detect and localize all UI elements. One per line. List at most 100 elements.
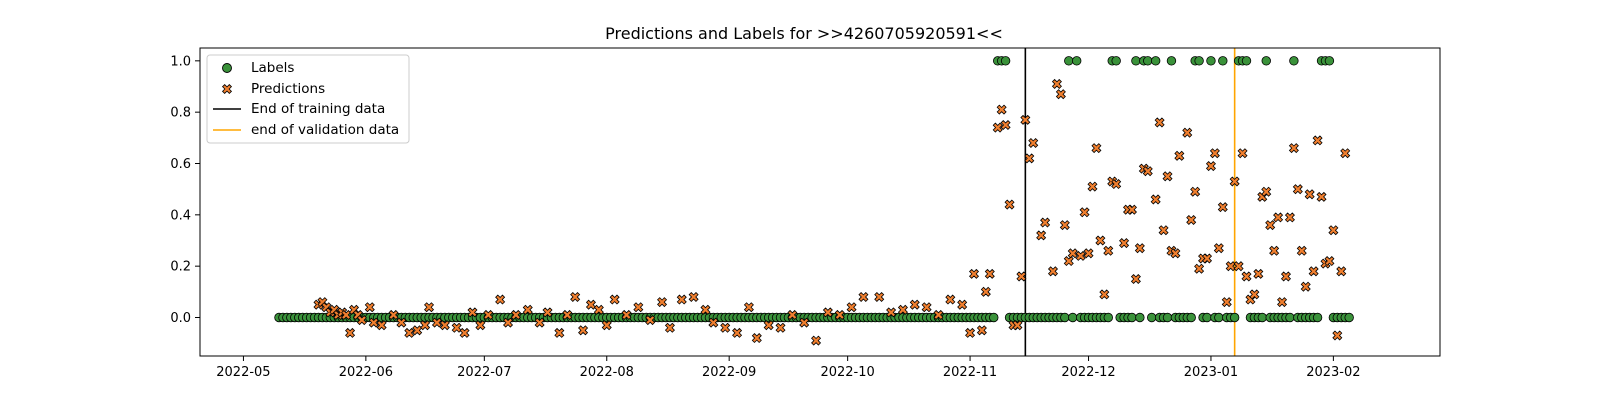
prediction-point (1004, 199, 1015, 210)
prediction-point (1277, 297, 1288, 308)
prediction-point (846, 302, 857, 313)
axes: 2022-05 2022-06 2022-07 2022-08 2022-09 2022-… (170, 54, 1360, 380)
x-tick-label: 2022-05 (216, 365, 270, 380)
prediction-point (503, 317, 514, 328)
label-point (1111, 56, 1121, 66)
prediction-point (1154, 117, 1165, 128)
prediction-point (1059, 220, 1070, 231)
prediction-point (562, 309, 573, 320)
label-point (1344, 312, 1354, 323)
prediction-point (775, 322, 786, 333)
prediction-point (510, 309, 521, 320)
prediction-point (483, 309, 494, 320)
prediction-point (1063, 256, 1074, 267)
y-tick-label: 0.4 (170, 208, 191, 223)
prediction-point (578, 325, 589, 336)
prediction-point (933, 309, 944, 320)
label-point (1312, 312, 1323, 323)
prediction-point (1186, 214, 1197, 225)
label-point (1166, 56, 1177, 66)
prediction-point (1205, 161, 1216, 172)
label-point (1218, 56, 1228, 66)
prediction-point (1292, 184, 1303, 195)
prediction-point (1087, 181, 1098, 192)
prediction-point (1182, 127, 1193, 138)
x-tick-label: 2022-12 (1061, 365, 1115, 380)
prediction-point (732, 327, 743, 338)
prediction-point (822, 307, 833, 318)
prediction-point (1158, 225, 1169, 236)
prediction-point (356, 315, 367, 326)
prediction-point (886, 307, 897, 318)
prediction-point (858, 291, 869, 302)
prediction-point (1150, 194, 1161, 205)
label-point (1103, 312, 1113, 323)
prediction-point (388, 309, 399, 320)
prediction-point (1213, 243, 1224, 254)
prediction-point (1103, 245, 1114, 256)
prediction-point (1142, 166, 1153, 177)
label-point (1229, 312, 1240, 323)
prediction-point (585, 299, 596, 310)
prediction-point (1269, 245, 1280, 256)
legend-labels-marker (222, 63, 232, 73)
label-point (1135, 312, 1145, 323)
x-tick-label: 2022-08 (580, 365, 634, 380)
y-tick-label: 0.2 (170, 260, 191, 275)
x-tick-label: 2022-07 (457, 365, 511, 380)
label-point (1194, 56, 1204, 66)
prediction-point (834, 309, 845, 320)
prediction-point (1024, 153, 1035, 164)
prediction-point (542, 307, 553, 318)
prediction-point (968, 268, 980, 279)
label-point (989, 312, 999, 323)
prediction-point (645, 315, 656, 326)
label-point (1261, 56, 1271, 66)
prediction-point (1300, 281, 1311, 292)
label-point (1289, 56, 1299, 66)
legend-validation-text: end of validation data (251, 122, 399, 138)
prediction-point (1265, 220, 1276, 231)
x-tick-label: 2022-10 (820, 365, 874, 380)
prediction-point (1316, 191, 1327, 202)
prediction-point (1340, 148, 1351, 159)
label-point (1147, 312, 1157, 323)
prediction-point (467, 307, 478, 318)
prediction-point (957, 299, 968, 310)
prediction-point (980, 286, 991, 297)
prediction-point (1051, 78, 1062, 89)
x-tick-label: 2023-01 (1184, 365, 1238, 380)
prediction-point (1296, 245, 1307, 256)
prediction-point (1091, 143, 1102, 154)
prediction-point (1190, 186, 1201, 197)
prediction-point (1111, 179, 1122, 190)
prediction-point (601, 320, 612, 331)
x-tick-label: 2022-06 (339, 365, 393, 380)
prediction-point (1253, 268, 1264, 279)
label-point (1324, 56, 1335, 66)
plot-frame (199, 47, 1441, 357)
prediction-point (621, 309, 632, 320)
prediction-point (1288, 143, 1299, 154)
prediction-point (1095, 235, 1106, 246)
label-point (1071, 56, 1082, 66)
prediction-point (1040, 217, 1051, 228)
legend-predictions-text: Predictions (251, 81, 325, 97)
prediction-point (976, 325, 987, 336)
prediction-point (420, 320, 431, 331)
y-tick-label: 1.0 (170, 54, 191, 69)
prediction-point (676, 294, 687, 305)
prediction-point (664, 322, 675, 333)
prediction-point (1261, 186, 1272, 197)
prediction-point (751, 333, 762, 344)
y-tick-label: 0.0 (170, 311, 191, 326)
prediction-point (763, 320, 774, 331)
label-point (1285, 312, 1295, 323)
prediction-point (396, 317, 407, 328)
prediction-point (570, 291, 581, 302)
plot-area (274, 48, 1354, 356)
prediction-point (1134, 243, 1145, 254)
prediction-point (633, 302, 644, 313)
prediction-point (720, 322, 731, 333)
